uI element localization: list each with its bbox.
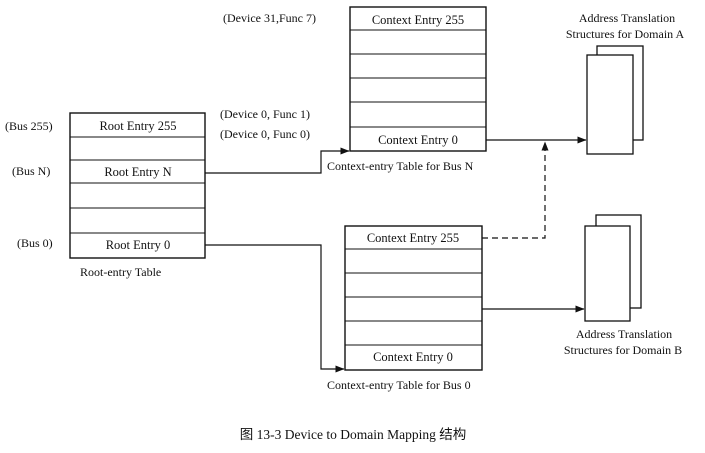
domain-a-structures	[586, 45, 644, 155]
root-entry-table: Root Entry 255 Root Entry N Root Entry 0	[69, 112, 206, 259]
context-n-entry-0: Context Entry 0	[378, 133, 458, 147]
device31-func7-label: (Device 31,Func 7)	[223, 11, 316, 25]
domain-b-structures	[584, 214, 642, 322]
context-0-entry-255: Context Entry 255	[367, 231, 459, 245]
domain-b-label-line2: Structures for Domain B	[564, 343, 682, 357]
root-entry-n: Root Entry N	[104, 165, 171, 179]
device0-func1-label: (Device 0, Func 1)	[220, 107, 310, 121]
root-entry-255: Root Entry 255	[99, 119, 176, 133]
context-n-entry-255: Context Entry 255	[372, 13, 464, 27]
domain-b-label-line1: Address Translation	[576, 327, 672, 341]
context-0-caption: Context-entry Table for Bus 0	[327, 378, 471, 392]
root-0-to-context-0-arrow	[205, 244, 345, 373]
context-table-bus-0: Context Entry 255 Context Entry 0	[344, 225, 483, 371]
device0-func0-label: (Device 0, Func 0)	[220, 127, 310, 141]
root-table-caption: Root-entry Table	[80, 265, 161, 279]
domain-a-label-line1: Address Translation	[579, 11, 675, 25]
domain-a-label-line2: Structures for Domain A	[566, 27, 685, 41]
root-n-to-context-n-arrow	[205, 147, 350, 174]
bus-0-label: (Bus 0)	[17, 236, 53, 250]
bus-255-label: (Bus 255)	[5, 119, 53, 133]
context-0-entry-0: Context Entry 0	[373, 350, 453, 364]
figure-caption: 图 13-3 Device to Domain Mapping 结构	[240, 427, 466, 442]
context-n-caption: Context-entry Table for Bus N	[327, 159, 474, 173]
context-table-bus-n: Context Entry 255 Context Entry 0	[349, 6, 487, 152]
context-0-to-domain-a-dashed-arrow	[482, 141, 549, 239]
root-entry-0: Root Entry 0	[106, 238, 171, 252]
bus-n-label: (Bus N)	[12, 164, 50, 178]
